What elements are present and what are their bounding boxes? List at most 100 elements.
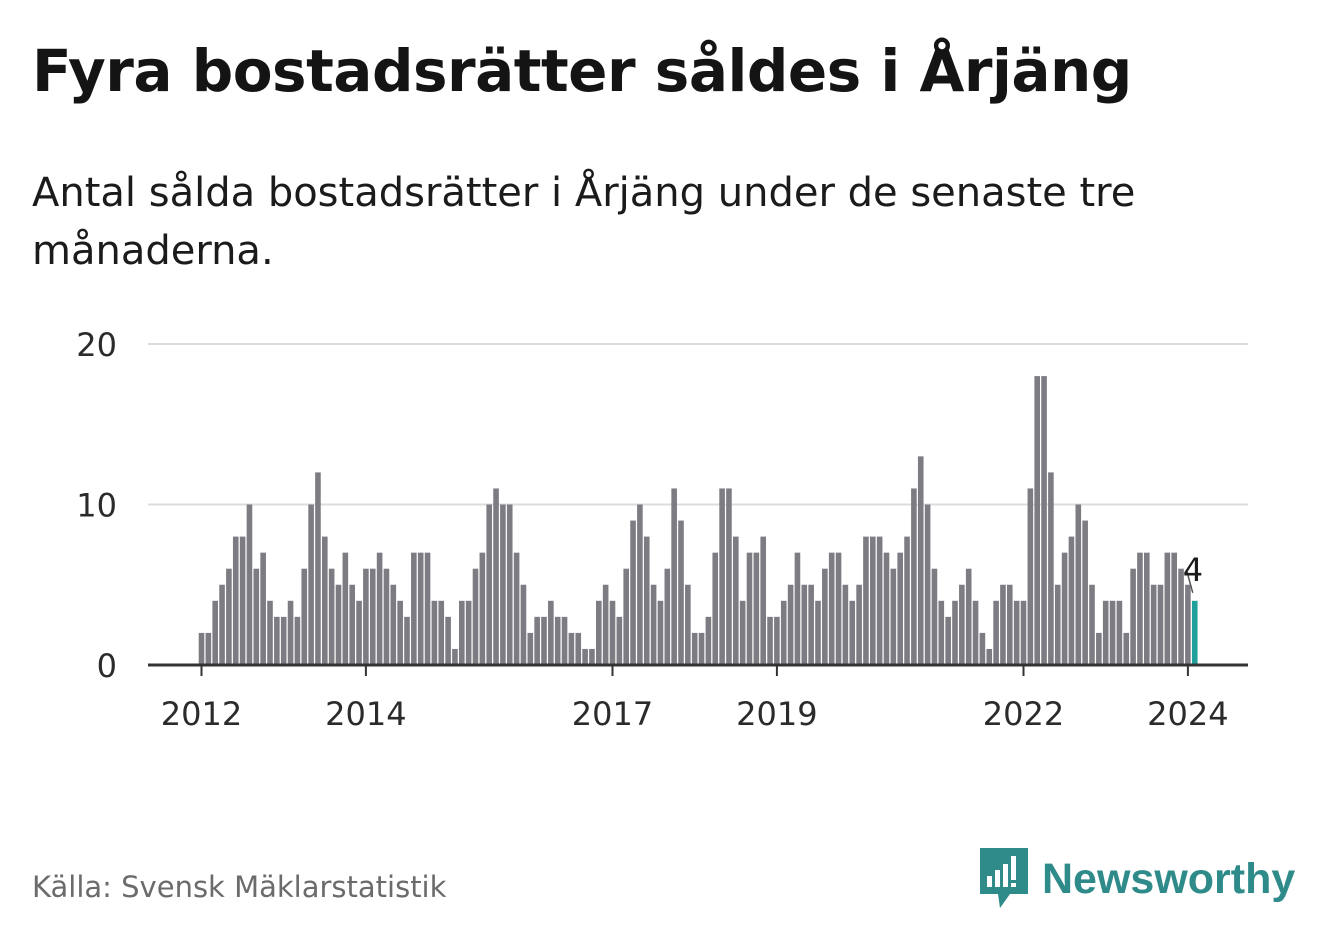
- bar: [1171, 552, 1177, 665]
- bar: [1116, 600, 1123, 665]
- bar: [383, 568, 390, 665]
- bar: [924, 504, 931, 665]
- bar: [1164, 552, 1171, 665]
- bar: [342, 552, 349, 665]
- bar: [1034, 376, 1040, 665]
- bar: [643, 536, 650, 665]
- bar: [1020, 600, 1027, 665]
- bar: [870, 536, 876, 665]
- bar: [219, 584, 225, 665]
- bar: [801, 584, 808, 665]
- bar: [965, 568, 972, 665]
- bar: [630, 520, 636, 665]
- bar: [616, 616, 623, 665]
- bar: [397, 600, 403, 665]
- bar: [356, 600, 362, 665]
- bar: [952, 600, 958, 665]
- bar: [917, 456, 924, 665]
- bar: [260, 552, 266, 665]
- bar: [322, 536, 328, 665]
- bar: [486, 504, 492, 665]
- bar-series: [198, 376, 1198, 665]
- bar: [253, 568, 260, 665]
- bar: [596, 600, 602, 665]
- bar: [719, 488, 725, 665]
- bar: [1157, 584, 1164, 665]
- bar: [198, 632, 205, 665]
- bar: [411, 552, 417, 665]
- chart-title: Fyra bostadsrätter såldes i Årjäng: [32, 37, 1132, 105]
- axes: 0 10 20 2012 2014 2017 2019 2022 2024 4: [76, 326, 1248, 730]
- x-tick-label: 2019: [736, 695, 817, 730]
- bar: [527, 632, 534, 665]
- bar: [602, 584, 609, 665]
- bar: [705, 616, 712, 665]
- bar: [993, 600, 999, 665]
- bar: [733, 536, 739, 665]
- bar: [568, 632, 575, 665]
- bar: [205, 632, 212, 665]
- bar: [417, 552, 424, 665]
- bar: [671, 488, 677, 665]
- bar: [239, 536, 246, 665]
- bar: [445, 616, 451, 665]
- bar: [650, 584, 657, 665]
- bar: [767, 616, 773, 665]
- bar: [1178, 568, 1184, 665]
- bar: [500, 504, 506, 665]
- bar: [232, 536, 239, 665]
- y-tick-label: 10: [76, 487, 117, 525]
- bar: [808, 584, 814, 665]
- bar: [664, 568, 671, 665]
- bar: [548, 600, 554, 665]
- bar: [691, 632, 698, 665]
- bar: [753, 552, 760, 665]
- bar: [780, 600, 787, 665]
- bar: [287, 600, 294, 665]
- bar: [212, 600, 218, 665]
- bar-chart: 0 10 20 2012 2014 2017 2019 2022 2024 4: [76, 326, 1248, 730]
- bar: [438, 600, 445, 665]
- bar: [883, 552, 890, 665]
- bar: [842, 584, 849, 665]
- brand-name: Newsworthy: [1042, 854, 1296, 903]
- brand-logo: Newsworthy: [980, 848, 1295, 910]
- bar: [890, 568, 897, 665]
- bar: [1185, 584, 1191, 665]
- newsworthy-logo-icon: [980, 848, 1028, 908]
- bar: [609, 600, 616, 665]
- bar: [904, 536, 910, 665]
- bar: [1000, 584, 1006, 665]
- y-tick-label: 0: [97, 647, 117, 685]
- bar: [541, 616, 547, 665]
- bar: [1150, 584, 1157, 665]
- bar: [1027, 488, 1034, 665]
- bar: [1137, 552, 1143, 665]
- bar: [685, 584, 691, 665]
- bar: [678, 520, 684, 665]
- bar: [363, 568, 369, 665]
- bar: [308, 504, 314, 665]
- bar: [582, 648, 588, 665]
- bar: [349, 584, 355, 665]
- bar: [1013, 600, 1020, 665]
- bar: [746, 552, 753, 665]
- bar: [589, 648, 595, 665]
- bar: [301, 568, 308, 665]
- bar: [369, 568, 376, 665]
- bar: [493, 488, 499, 665]
- bar: [561, 616, 568, 665]
- bar: [726, 488, 732, 665]
- bar: [335, 584, 342, 665]
- bar: [712, 552, 719, 665]
- bar: [1048, 472, 1054, 665]
- bar: [452, 648, 458, 665]
- bar: [931, 568, 938, 665]
- bar: [1123, 632, 1130, 665]
- bar: [774, 616, 780, 665]
- bar: [1054, 584, 1061, 665]
- bar: [1109, 600, 1116, 665]
- bar: [520, 584, 527, 665]
- bar: [637, 504, 643, 665]
- bar: [280, 616, 287, 665]
